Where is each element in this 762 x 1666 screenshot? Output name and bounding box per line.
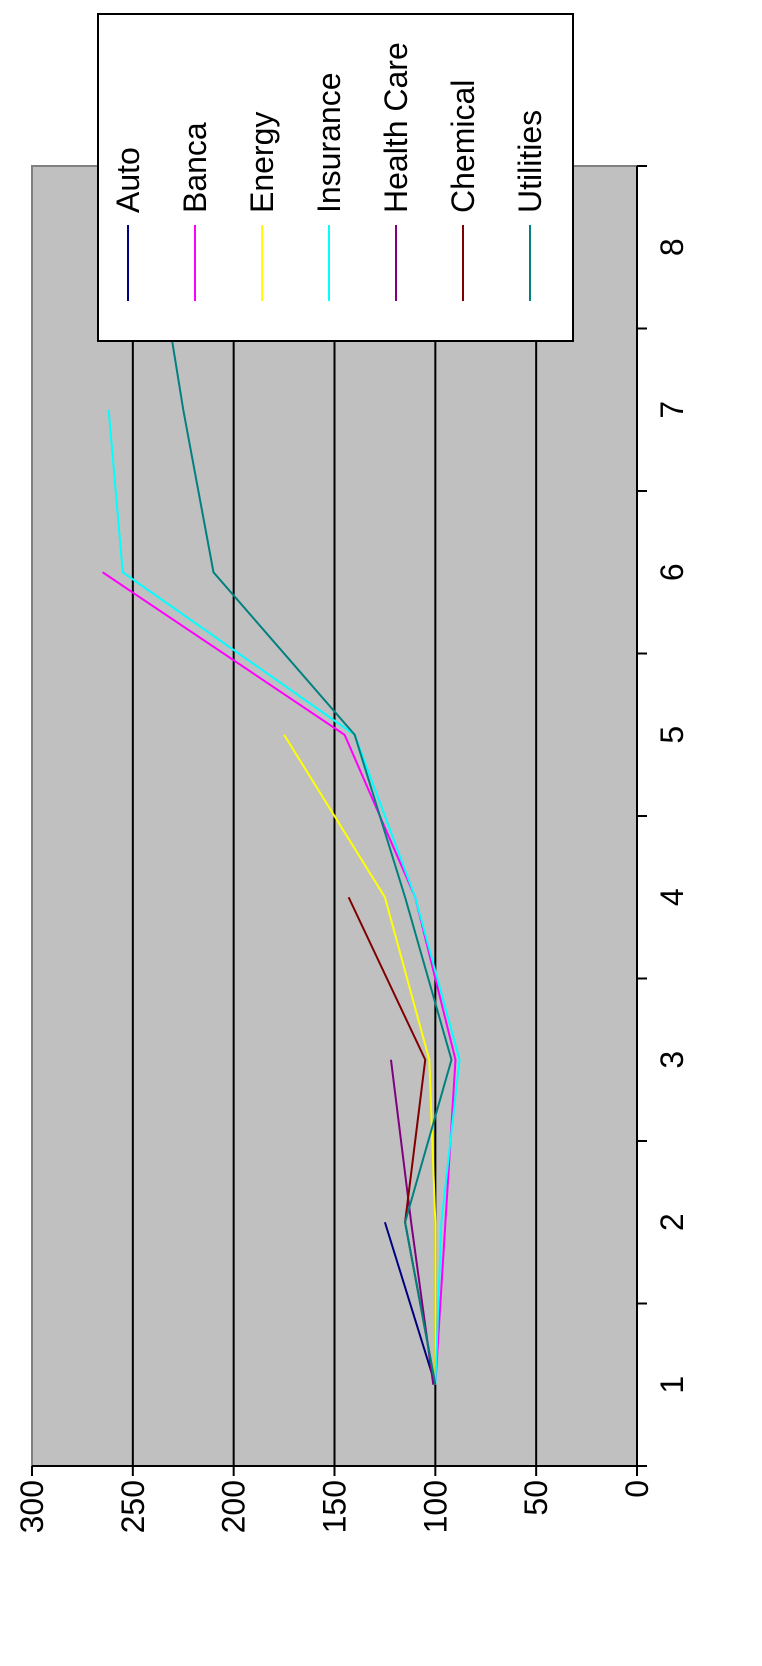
x-tick-label: 1 <box>654 1376 690 1394</box>
x-tick-label: 7 <box>654 401 690 419</box>
x-tick-label: 2 <box>654 1213 690 1231</box>
y-tick-label: 100 <box>417 1480 453 1533</box>
legend-label: Health Care <box>378 42 414 213</box>
x-tick-label: 3 <box>654 1051 690 1069</box>
legend-label: Insurance <box>311 72 347 213</box>
legend-label: Utilities <box>512 110 548 213</box>
chart-rotated-group: 0 50 100 150 200 250 300 1 2 3 4 5 6 7 8 Auto Banca Ener… <box>14 13 690 1533</box>
y-tick-label: 200 <box>216 1480 252 1533</box>
y-tick-label: 300 <box>14 1480 50 1533</box>
y-tick-label: 50 <box>518 1480 554 1516</box>
series-lines <box>102 247 461 1386</box>
legend-label: Chemical <box>445 80 481 213</box>
legend-label: Banca <box>177 122 213 213</box>
x-tick-label: 4 <box>654 888 690 906</box>
y-tick-label: 250 <box>115 1480 151 1533</box>
series-line <box>102 571 457 1385</box>
legend-box <box>97 13 574 342</box>
series-line <box>383 1221 437 1386</box>
y-tick-label: 150 <box>317 1480 353 1533</box>
x-tick-label: 5 <box>654 726 690 744</box>
series-line <box>107 409 461 1385</box>
legend-label: Energy <box>244 112 280 213</box>
x-tick-label: 6 <box>654 563 690 581</box>
x-tick-label: 8 <box>654 238 690 256</box>
legend-label: Auto <box>110 147 146 213</box>
y-tick-label: 0 <box>619 1480 655 1498</box>
legend: Auto Banca Energy Insurance Health Care Chemi… <box>97 13 574 342</box>
series-line <box>283 734 437 1385</box>
series-line <box>156 247 453 1385</box>
axes: 0 50 100 150 200 250 300 1 2 3 4 5 6 7 8 <box>14 165 690 1533</box>
